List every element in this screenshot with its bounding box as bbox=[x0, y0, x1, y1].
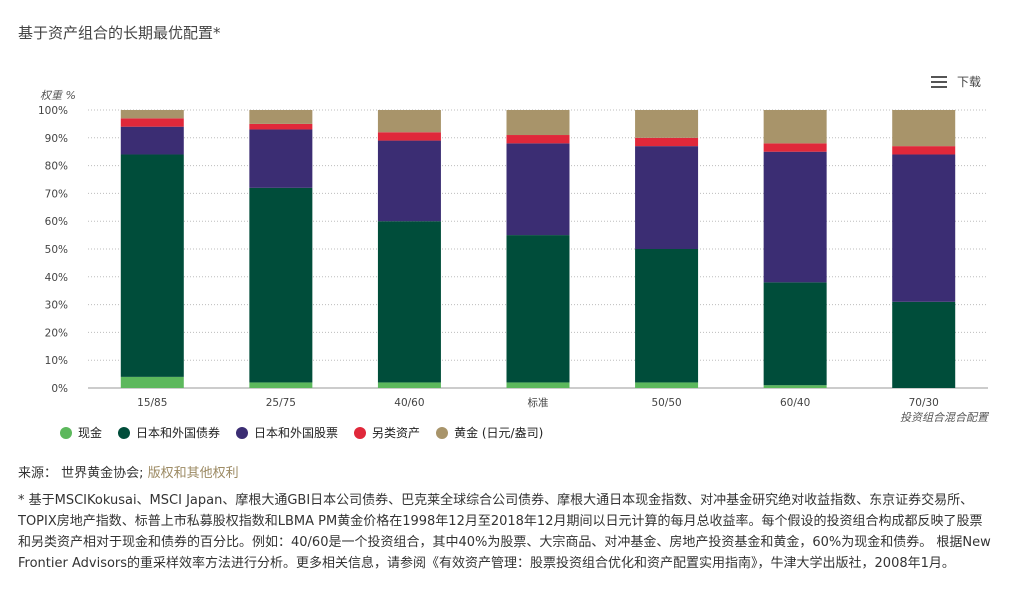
bar-segment bbox=[763, 110, 827, 144]
legend-item[interactable]: 黄金 (日元/盎司) bbox=[436, 424, 543, 441]
y-tick-label: 10% bbox=[45, 355, 68, 367]
bar-segment bbox=[120, 118, 184, 127]
y-tick-label: 30% bbox=[45, 300, 68, 312]
copyright-link[interactable]: 版权和其他权利 bbox=[147, 466, 239, 481]
bar-segment bbox=[506, 143, 570, 236]
bar-segment bbox=[377, 132, 441, 141]
bar-segment bbox=[249, 123, 313, 130]
legend-item[interactable]: 另类资产 bbox=[354, 424, 420, 441]
download-button[interactable]: 下载 bbox=[930, 73, 981, 90]
y-tick-label: 50% bbox=[45, 244, 68, 256]
bar-segment bbox=[892, 110, 956, 147]
legend-marker-icon bbox=[436, 426, 449, 439]
legend-marker-icon bbox=[354, 426, 367, 439]
bar-segment bbox=[120, 376, 184, 388]
legend-label: 现金 bbox=[78, 426, 103, 440]
x-tick-label: 25/75 bbox=[266, 397, 296, 409]
bar-segment bbox=[377, 221, 441, 383]
bar-segment bbox=[506, 110, 570, 136]
y-tick-label: 80% bbox=[45, 161, 68, 173]
x-tick-label: 70/30 bbox=[909, 397, 939, 409]
bar-segment bbox=[120, 154, 184, 377]
bar-segment bbox=[892, 154, 956, 302]
bar-segment bbox=[377, 110, 441, 133]
y-axis-label: 权重 % bbox=[40, 89, 76, 102]
x-axis-label: 投资组合混合配置 bbox=[900, 411, 990, 424]
legend-item[interactable]: 日本和外国债券 bbox=[118, 424, 220, 441]
bar-segment bbox=[506, 382, 570, 388]
chart-legend: 现金 日本和外国债券 日本和外国股票 另类资产 黄金 (日元/盎司) bbox=[60, 424, 543, 441]
source-line: 来源： 世界黄金协会; 版权和其他权利 bbox=[18, 462, 239, 481]
legend-item[interactable]: 日本和外国股票 bbox=[236, 424, 338, 441]
source-prefix: 来源： 世界黄金协会; bbox=[18, 466, 148, 481]
bar-segment bbox=[377, 382, 441, 388]
bar-segment bbox=[506, 235, 570, 383]
y-tick-label: 0% bbox=[51, 383, 68, 395]
bar-segment bbox=[635, 249, 699, 383]
bar-segment bbox=[249, 187, 313, 383]
legend-label: 另类资产 bbox=[372, 426, 421, 440]
legend-marker-icon bbox=[118, 426, 131, 439]
menu-icon bbox=[930, 75, 947, 88]
bar-segment bbox=[635, 146, 699, 249]
bar-segment bbox=[249, 382, 313, 388]
x-tick-label: 50/50 bbox=[651, 397, 681, 409]
download-label: 下载 bbox=[956, 75, 981, 89]
bar-segment bbox=[120, 126, 184, 155]
bar-segment bbox=[120, 110, 184, 119]
legend-item[interactable]: 现金 bbox=[60, 424, 102, 441]
x-tick-label: 60/40 bbox=[780, 397, 810, 409]
bar-segment bbox=[635, 382, 699, 388]
y-tick-label: 90% bbox=[45, 133, 68, 145]
x-tick-label: 40/60 bbox=[394, 397, 424, 409]
bar-segment bbox=[763, 143, 827, 152]
x-tick-label: 15/85 bbox=[137, 397, 167, 409]
bar-segment bbox=[249, 110, 313, 124]
legend-marker-icon bbox=[60, 426, 72, 439]
legend-marker-icon bbox=[236, 426, 249, 439]
bar-segment bbox=[763, 151, 827, 283]
bar-segment bbox=[635, 137, 699, 147]
y-tick-label: 100% bbox=[38, 105, 68, 117]
legend-label: 日本和外国股票 bbox=[254, 426, 339, 440]
page-title: 基于资产组合的长期最优配置* bbox=[18, 24, 221, 42]
bar-segment bbox=[892, 301, 956, 388]
bar-segment bbox=[506, 135, 570, 144]
y-tick-label: 20% bbox=[45, 327, 68, 339]
bar-segment bbox=[763, 385, 827, 388]
bar-segment bbox=[377, 140, 441, 222]
bar-segment bbox=[635, 110, 699, 138]
bar-segment bbox=[892, 146, 956, 155]
stacked-bar-chart: 权重 % 0% 10% 20% 30% 40% 50% 60% 70% 80% 90% 100% 15/… bbox=[38, 89, 990, 424]
x-tick-label: 标准 bbox=[528, 397, 549, 409]
bar-segment bbox=[763, 282, 827, 386]
legend-label: 日本和外国债券 bbox=[136, 426, 221, 440]
y-tick-label: 60% bbox=[45, 216, 68, 228]
bar-segment bbox=[249, 129, 313, 188]
legend-label: 黄金 (日元/盎司) bbox=[454, 426, 544, 440]
y-tick-label: 40% bbox=[45, 272, 68, 284]
footnote: * 基于MSCIKokusai、MSCI Japan、摩根大通GBI日本公司债券… bbox=[18, 493, 991, 571]
y-tick-label: 70% bbox=[45, 188, 68, 200]
